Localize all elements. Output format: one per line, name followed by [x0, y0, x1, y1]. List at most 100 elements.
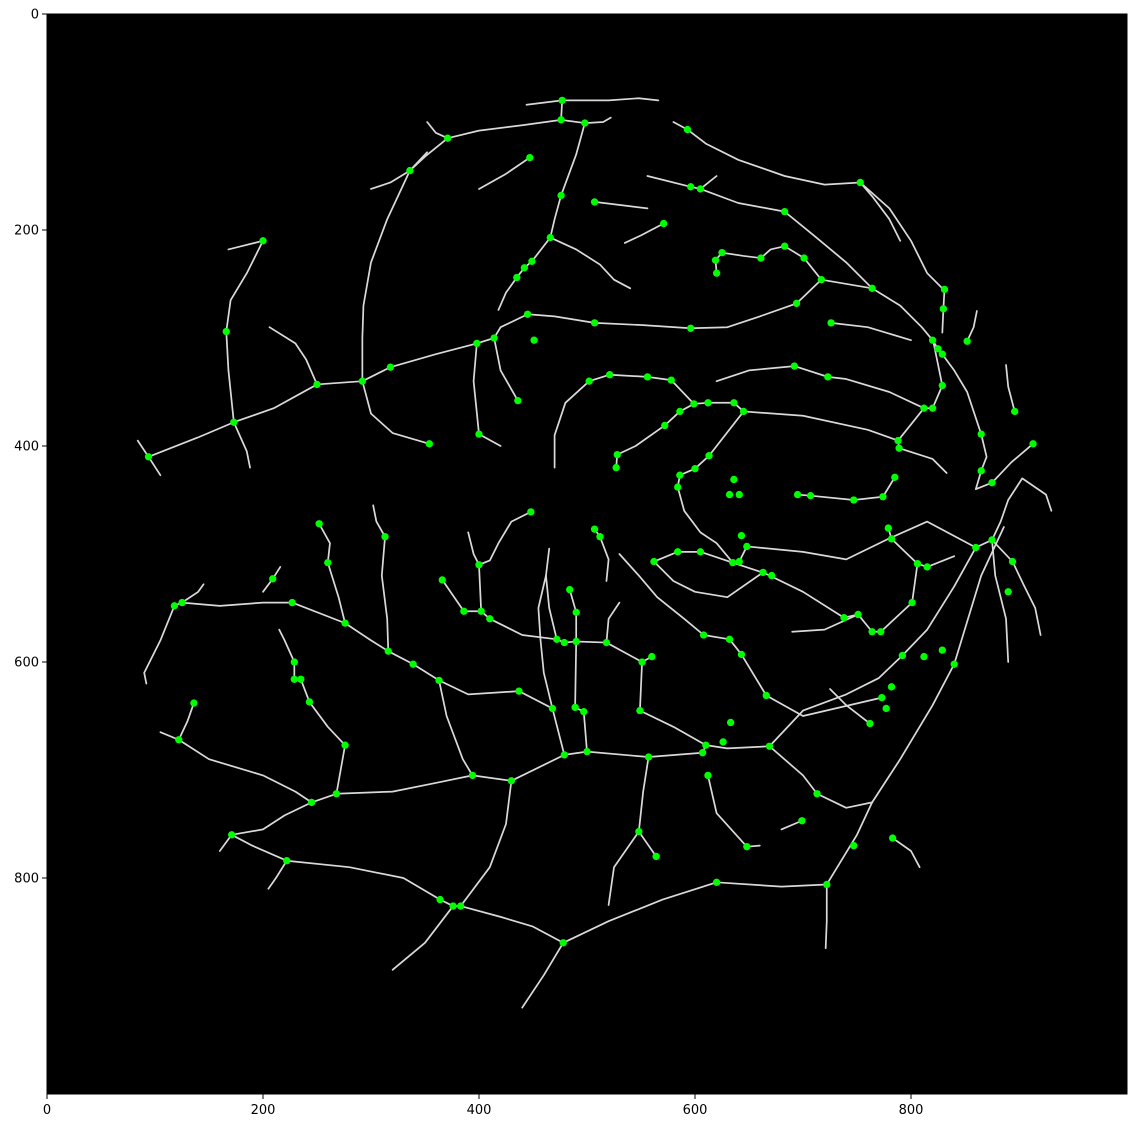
junction-marker [887, 535, 896, 543]
vessel-segment [553, 380, 591, 469]
vessel-segment [742, 410, 899, 442]
vessel-segment [762, 562, 919, 633]
junction-marker [313, 380, 321, 389]
junction-marker [928, 336, 937, 344]
junction-marker [691, 465, 699, 473]
junction-marker [729, 558, 737, 567]
junction-marker [977, 430, 985, 438]
junction-marker [913, 560, 922, 568]
junction-marker [704, 771, 712, 780]
vessel-segment [991, 539, 1042, 636]
junction-marker [572, 608, 580, 616]
vessel-segment [177, 702, 313, 804]
junction-marker [571, 703, 579, 712]
x-tick-label: 400 [467, 1103, 492, 1118]
y-tick-label: 0 [31, 8, 39, 23]
junction-marker [590, 198, 599, 206]
vessel-segment [521, 941, 565, 1009]
vessel-segment [859, 181, 902, 242]
junction-marker [718, 249, 726, 257]
junction-marker [780, 207, 789, 216]
junction-marker [652, 852, 660, 861]
junction-marker [856, 178, 864, 187]
vessel-segment [493, 337, 519, 402]
junction-marker [757, 254, 765, 262]
x-tick-label: 200 [251, 1103, 276, 1118]
junction-marker [386, 363, 395, 371]
junction-marker [473, 339, 481, 348]
junction-marker [1029, 440, 1037, 448]
junction-marker [939, 305, 948, 313]
junction-marker [894, 436, 902, 445]
junction-marker [950, 660, 958, 668]
junction-marker [1008, 557, 1017, 566]
vessel-segment [268, 326, 318, 386]
vessel-segment [891, 837, 921, 869]
junction-marker [583, 747, 591, 756]
junction-marker [259, 237, 267, 245]
junction-marker [683, 125, 692, 134]
junction-marker [527, 508, 535, 516]
vessel-segment [593, 528, 610, 582]
junction-marker [290, 675, 298, 683]
junction-marker [548, 704, 557, 713]
junction-marker [712, 878, 721, 886]
junction-marker [332, 790, 341, 798]
junction-marker [705, 452, 713, 460]
vessel-segment [824, 883, 828, 950]
junction-marker [793, 490, 802, 499]
junction-marker [650, 557, 658, 566]
junction-marker [581, 119, 589, 127]
junction-marker [636, 706, 644, 715]
junction-marker [699, 631, 708, 639]
junction-marker [384, 647, 392, 655]
vessel-segment [409, 116, 612, 172]
junction-marker [725, 490, 734, 499]
junction-marker [406, 166, 414, 175]
image-background [47, 14, 1127, 1094]
junction-marker [341, 619, 349, 627]
x-tick-label: 600 [683, 1103, 708, 1118]
vessel-segment [459, 779, 513, 907]
junction-marker [381, 533, 389, 541]
vessel-segment [380, 535, 390, 653]
junction-marker [475, 430, 483, 438]
y-tick-label: 200 [14, 224, 39, 239]
vessel-segment [707, 774, 761, 848]
junction-marker [288, 598, 296, 607]
junction-marker [449, 902, 457, 910]
junction-marker [737, 531, 746, 540]
junction-marker [735, 557, 743, 566]
vessel-segment [472, 342, 502, 447]
junction-marker [840, 614, 848, 622]
vessel-segment [623, 222, 665, 244]
vessel-segment [702, 634, 883, 717]
junction-marker [898, 651, 907, 660]
junction-marker [891, 473, 899, 481]
junction-marker [514, 396, 522, 405]
junction-marker [660, 219, 668, 228]
junction-marker [712, 269, 721, 277]
vessel-segment [426, 121, 449, 140]
junction-marker [920, 652, 928, 661]
junction-marker [324, 558, 332, 567]
junction-marker [790, 362, 799, 370]
junction-marker [667, 376, 675, 384]
junction-marker [222, 327, 230, 336]
junction-marker [824, 373, 832, 381]
vessel-segment [593, 201, 649, 210]
junction-marker [759, 568, 767, 577]
junction-marker [687, 324, 695, 332]
vessel-segment [704, 546, 977, 750]
junction-marker [798, 817, 806, 825]
junction-marker [560, 638, 568, 647]
junction-marker [739, 407, 748, 416]
vessel-segment [588, 373, 745, 413]
vessel-segment [618, 553, 705, 636]
vessel-segment [278, 628, 296, 663]
junction-marker [963, 337, 971, 345]
junction-marker [868, 284, 876, 292]
vessel-segment [478, 156, 531, 190]
junction-marker [765, 742, 774, 750]
junction-marker [674, 483, 682, 491]
